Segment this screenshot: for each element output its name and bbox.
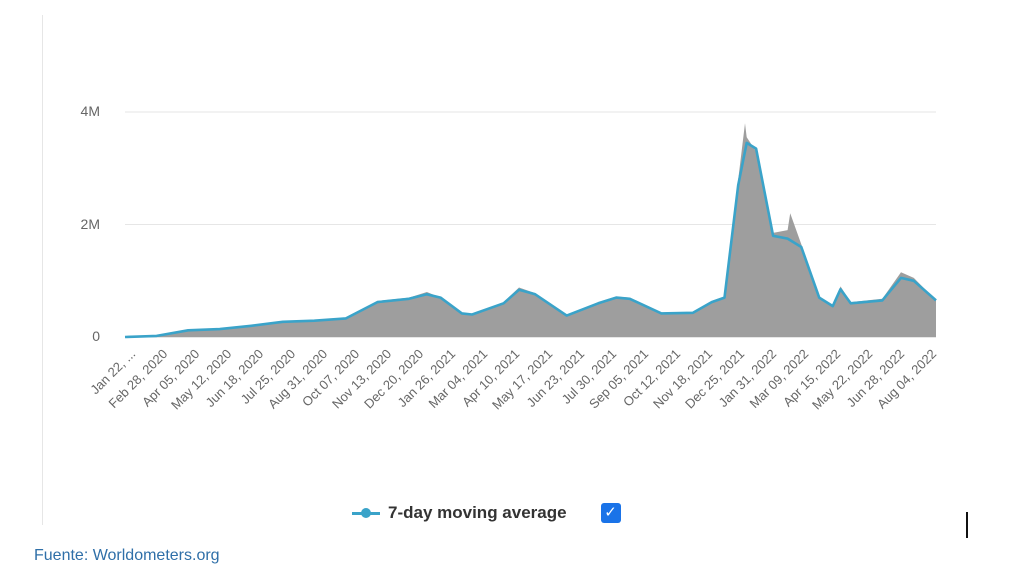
y-tick-label: 0	[92, 328, 100, 344]
y-tick-label: 2M	[80, 215, 100, 232]
legend-checkbox[interactable]: ✓	[600, 503, 621, 523]
chart-left-border	[42, 15, 43, 525]
legend-label: 7-day moving average	[388, 503, 567, 522]
legend-line-marker-icon	[352, 506, 380, 520]
y-tick-label: 4M	[80, 103, 100, 119]
source-caption: Fuente: Worldometers.org	[34, 547, 220, 564]
moving-average-line	[124, 141, 937, 339]
legend[interactable]: 7-day moving average ✓	[352, 500, 621, 526]
daily-cases-area	[125, 123, 936, 337]
text-cursor-icon	[966, 512, 968, 538]
